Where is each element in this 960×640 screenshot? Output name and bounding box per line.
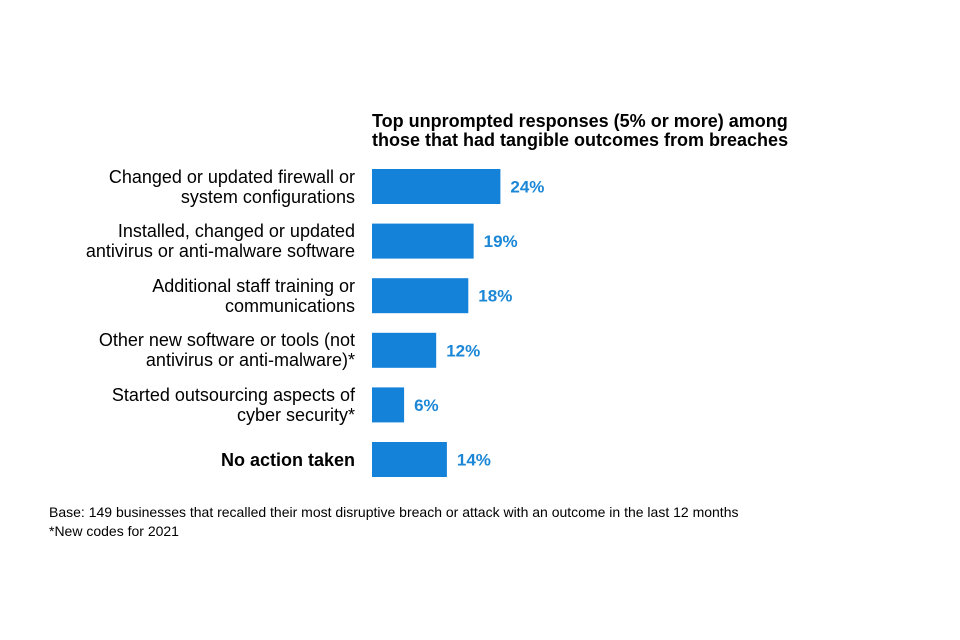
value-label-2: 19% [484, 232, 518, 251]
value-label-1: 24% [510, 178, 544, 197]
footnote-new-codes: *New codes for 2021 [49, 523, 179, 539]
value-label-5: 6% [414, 396, 439, 415]
chart-title-line-2: those that had tangible outcomes from br… [372, 130, 789, 150]
chart-title: Top unprompted responses (5% or more) am… [372, 112, 892, 150]
category-label-3-line-2: communications [224, 295, 355, 316]
category-label-2: Installed, changed or updated antivirus o… [0, 221, 355, 261]
category-label-4-line-1: Other new software or tools (not [98, 330, 355, 351]
category-label-4: Other new software or tools (not antiviru… [0, 330, 355, 370]
bar-4 [372, 332, 437, 368]
category-label-6: No action taken [0, 450, 355, 470]
footnote-base: Base: 149 businesses that recalled their… [49, 504, 739, 520]
value-label-6: 14% [457, 451, 491, 470]
bar-5 [372, 387, 405, 423]
chart-title-line-1: Top unprompted responses (5% or more) am… [372, 111, 788, 131]
bar-2 [372, 223, 474, 259]
value-label-4: 12% [446, 341, 480, 360]
category-label-5: Started outsourcing aspects of cyber secu… [0, 385, 355, 425]
category-label-2-line-1: Installed, changed or updated [117, 221, 355, 242]
category-label-6-line-1: No action taken [220, 449, 355, 470]
category-label-2-line-2: antivirus or anti-malware software [85, 241, 355, 262]
bar-6 [372, 442, 447, 477]
category-label-1-line-1: Changed or updated firewall or [108, 166, 355, 187]
category-label-1-line-2: system configurations [180, 186, 355, 207]
category-label-4-line-2: antivirus or anti-malware)* [145, 350, 355, 371]
bar-3 [372, 278, 469, 314]
bar-1 [372, 169, 501, 204]
value-label-3: 18% [478, 287, 512, 306]
category-label-1: Changed or updated firewall or system con… [0, 167, 355, 207]
category-label-3: Additional staff training or communicatio… [0, 276, 355, 316]
category-label-3-line-1: Additional staff training or [152, 275, 355, 296]
category-label-5-line-2: cyber security* [236, 404, 355, 425]
category-label-5-line-1: Started outsourcing aspects of [111, 384, 355, 405]
